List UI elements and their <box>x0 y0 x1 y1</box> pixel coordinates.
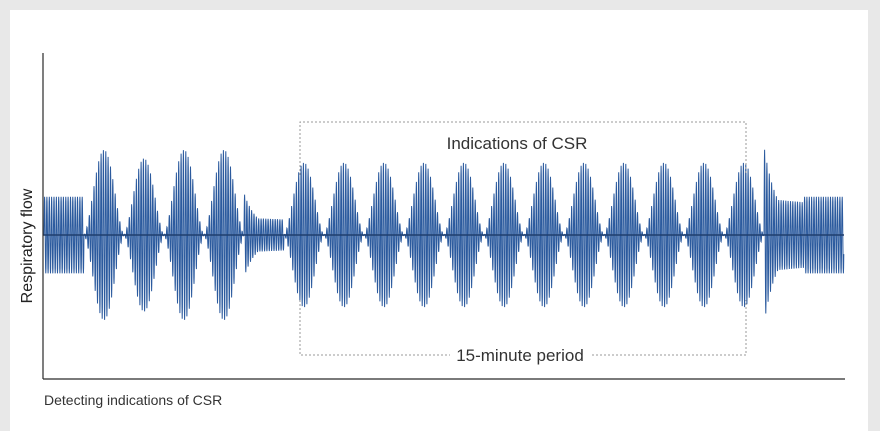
period-label: 15-minute period <box>456 346 584 365</box>
fifteen-minute-bracket <box>299 300 747 356</box>
csr-indication-bracket <box>299 121 747 175</box>
y-axis-label: Respiratory flow <box>19 188 36 303</box>
csr-indication-label: Indications of CSR <box>447 134 588 153</box>
chart-panel: Indications of CSR 15-minute period Resp… <box>10 10 868 431</box>
respiratory-flow-chart: Indications of CSR 15-minute period Resp… <box>19 53 845 380</box>
chart-caption: Detecting indications of CSR <box>44 392 223 408</box>
